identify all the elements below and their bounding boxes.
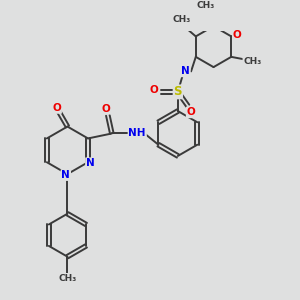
Text: O: O xyxy=(233,30,242,40)
Text: O: O xyxy=(150,85,158,95)
Text: N: N xyxy=(181,66,190,76)
Text: O: O xyxy=(102,104,111,114)
Text: S: S xyxy=(174,85,182,98)
Text: CH₃: CH₃ xyxy=(58,274,76,283)
Text: N: N xyxy=(86,158,95,168)
Text: O: O xyxy=(52,103,61,113)
Text: O: O xyxy=(187,107,195,117)
Text: CH₃: CH₃ xyxy=(243,57,262,66)
Text: CH₃: CH₃ xyxy=(172,15,191,24)
Text: N: N xyxy=(61,170,70,180)
Text: CH₃: CH₃ xyxy=(196,1,214,10)
Text: NH: NH xyxy=(128,128,146,139)
